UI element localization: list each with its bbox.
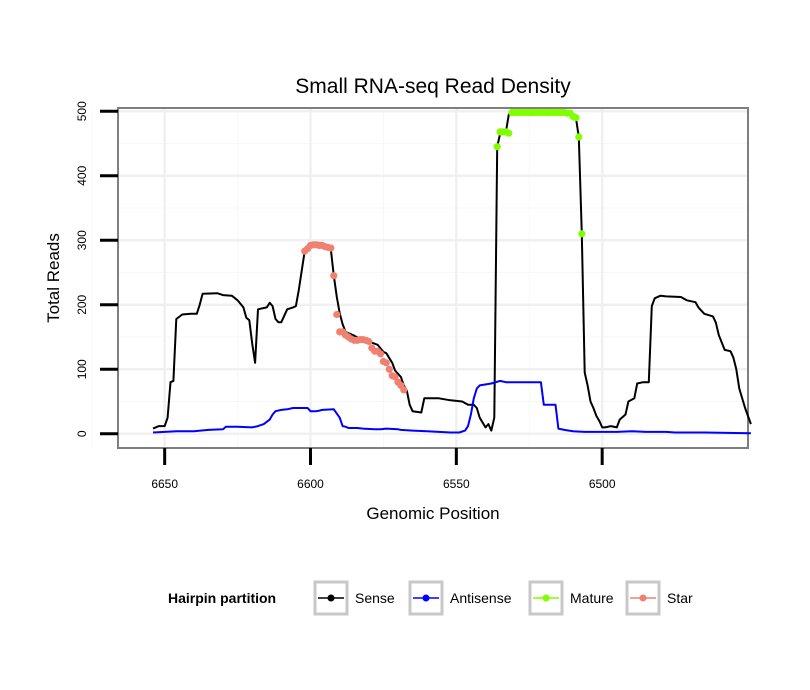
legend-item-star: Star: [625, 580, 693, 616]
star-point: [327, 244, 335, 252]
series-antisense: [152, 379, 751, 435]
y-tick-label: 400: [75, 165, 89, 185]
series-layer: [152, 108, 752, 435]
legend: Hairpin partition Sense Antisense Mature St…: [168, 580, 693, 616]
y-tick-label: 100: [75, 359, 89, 379]
star-point: [385, 365, 393, 373]
legend-key-dot: [542, 594, 550, 602]
legend-item-mature: Mature: [528, 580, 614, 616]
mature-point: [493, 143, 501, 151]
x-tick-label: 6550: [443, 477, 470, 491]
y-tick-label: 0: [75, 430, 89, 437]
series-mature: [493, 108, 586, 238]
mature-point: [572, 114, 580, 122]
legend-key-dot: [422, 594, 430, 602]
star-point: [365, 337, 373, 346]
star-point: [400, 386, 408, 394]
x-axis-title: Genomic Position: [366, 504, 499, 523]
star-point: [330, 272, 338, 280]
mature-point: [505, 129, 513, 137]
x-tick-label: 6500: [589, 477, 616, 491]
legend-item-sense: Sense: [313, 580, 395, 616]
antisense-line: [152, 379, 751, 435]
legend-label: Antisense: [450, 590, 512, 606]
legend-label: Star: [667, 590, 693, 606]
sense-line: [152, 111, 752, 432]
y-tick-label: 500: [75, 101, 89, 121]
x-tick-label: 6650: [151, 477, 178, 491]
series-star: [301, 241, 408, 394]
star-point: [333, 310, 341, 319]
mature-point: [575, 133, 583, 141]
mature-point: [578, 230, 586, 238]
legend-key-dot: [327, 594, 335, 602]
plot-panel: [117, 107, 749, 449]
gridlines: [91, 109, 747, 447]
legend-key-dot: [639, 594, 647, 602]
legend-label: Mature: [570, 590, 614, 606]
series-sense: [152, 111, 752, 432]
star-point: [382, 359, 390, 367]
legend-item-antisense: Antisense: [408, 580, 512, 616]
legend-label: Sense: [355, 590, 395, 606]
y-tick-label: 200: [75, 294, 89, 314]
star-point: [376, 350, 385, 358]
y-axis-title: Total Reads: [44, 233, 63, 323]
legend-title: Hairpin partition: [168, 590, 276, 606]
y-tick-label: 300: [75, 230, 89, 250]
x-tick-label: 6600: [297, 477, 324, 491]
axes: 0 100 200 300 400 500 6650 6600 6550 6500: [75, 101, 616, 491]
chart-title: Small RNA-seq Read Density: [295, 75, 571, 98]
